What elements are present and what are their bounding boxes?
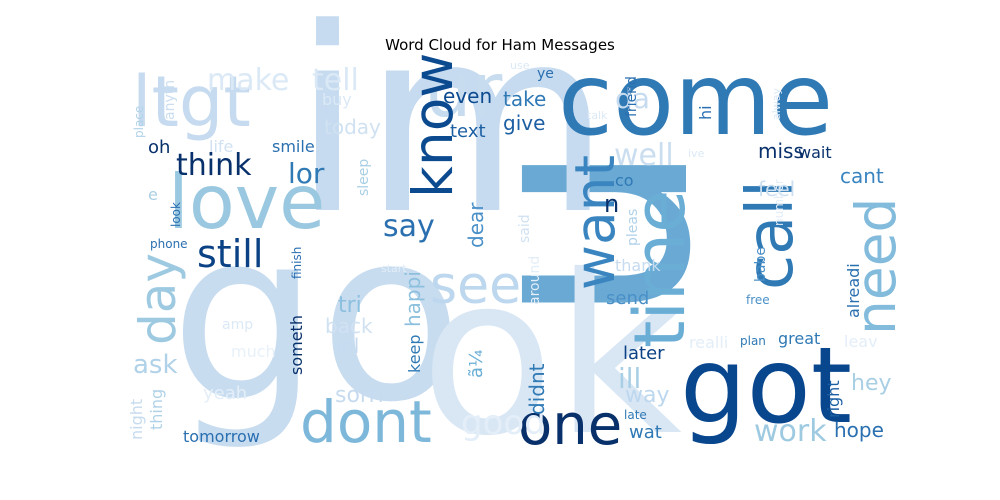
- word-8: ur: [424, 46, 503, 134]
- word-39: miss: [758, 139, 804, 163]
- word-57: keep: [405, 334, 424, 373]
- word-37: today: [324, 115, 381, 139]
- word-76: talk: [587, 109, 608, 122]
- word-14: one: [518, 393, 622, 458]
- word-42: hope: [834, 418, 884, 442]
- word-0: u: [408, 138, 757, 328]
- word-34: back: [325, 314, 373, 338]
- word-10: call: [734, 180, 808, 290]
- word-20: tell: [312, 63, 359, 98]
- word-79: number: [772, 179, 786, 226]
- word-33: tri: [338, 293, 362, 318]
- word-35: take: [503, 87, 546, 111]
- word-25: say: [383, 209, 435, 244]
- word-41: feel: [758, 177, 795, 201]
- word-30: hey: [851, 371, 892, 396]
- word-9: time: [619, 190, 701, 348]
- word-13: dont: [300, 388, 432, 456]
- word-69: right: [824, 380, 843, 418]
- word-23: work: [754, 414, 827, 449]
- word-54: thank: [615, 256, 661, 275]
- word-70: babe: [753, 247, 769, 282]
- word-44: text: [450, 121, 486, 142]
- word-91: e: [148, 185, 158, 204]
- chart-title: Word Cloud for Ham Messages: [385, 36, 615, 54]
- word-15: need: [844, 198, 908, 335]
- word-6: love: [168, 158, 325, 246]
- word-78: ive: [688, 147, 705, 160]
- word-27: da: [615, 82, 650, 115]
- word-62: night: [127, 399, 146, 440]
- word-51: tomorrow: [183, 427, 260, 446]
- word-83: said: [517, 214, 533, 243]
- word-7: ltgt: [132, 61, 251, 143]
- word-36: give: [503, 111, 545, 135]
- word-71: pleas: [625, 209, 641, 246]
- word-84: around: [527, 256, 543, 305]
- word-52: wait: [798, 143, 832, 162]
- word-32: way: [625, 383, 670, 408]
- word-2: im: [292, 0, 611, 271]
- word-4: come: [558, 41, 833, 158]
- word-19: make: [207, 63, 289, 98]
- word-65: great: [778, 329, 820, 348]
- word-85: sleep: [356, 159, 372, 196]
- word-92: place: [132, 106, 146, 138]
- word-66: leav: [844, 332, 878, 351]
- word-29: ask: [133, 350, 178, 380]
- word-46: send: [606, 288, 649, 309]
- word-38: even: [443, 84, 492, 108]
- word-87: start: [381, 262, 407, 275]
- word-93: anyth: [162, 80, 178, 120]
- word-12: want: [563, 155, 627, 290]
- word-55: dear: [464, 202, 488, 248]
- word-56: didnt: [525, 363, 549, 415]
- word-24: well: [614, 138, 674, 173]
- word-73: n: [604, 190, 619, 218]
- word-16: day: [129, 253, 187, 345]
- word-68: alreadi: [844, 263, 863, 318]
- word-63: yeah: [203, 383, 247, 404]
- word-86: finish: [290, 247, 304, 279]
- word-26: lor: [288, 157, 325, 190]
- word-43: lol: [336, 334, 359, 358]
- word-90: look: [169, 202, 183, 227]
- word-60: someth: [287, 315, 306, 375]
- word-58: happi: [401, 271, 425, 327]
- word-18: still: [197, 232, 263, 276]
- word-64: much: [231, 342, 276, 361]
- word-48: life: [209, 137, 233, 156]
- word-45: later: [623, 343, 665, 364]
- word-28: ill: [618, 362, 641, 395]
- word-17: see: [430, 256, 521, 316]
- word-89: phone: [150, 237, 188, 251]
- word-5: got: [680, 325, 852, 447]
- word-72: co: [615, 171, 634, 190]
- word-94: use: [510, 59, 530, 72]
- word-3: ok: [420, 228, 682, 484]
- word-88: amp: [222, 317, 253, 333]
- word-59: ã¼: [466, 350, 487, 378]
- word-40: cant: [840, 164, 884, 188]
- word-95: ye: [537, 66, 554, 82]
- word-67: realli: [689, 333, 728, 352]
- word-21: think: [176, 148, 252, 183]
- word-50: buy: [322, 90, 352, 109]
- word-31: sorri: [335, 383, 384, 408]
- word-49: oh: [148, 137, 170, 158]
- word-61: thing: [147, 389, 166, 430]
- word-47: smile: [272, 137, 315, 156]
- word-22: good: [461, 403, 546, 443]
- word-80: free: [746, 293, 770, 307]
- word-53: wat: [629, 422, 662, 443]
- word-75: friend: [624, 76, 640, 117]
- word-74: hi: [696, 105, 715, 120]
- word-11: know: [401, 53, 465, 198]
- word-81: plan: [740, 334, 766, 348]
- word-82: late: [624, 408, 647, 422]
- word-1: go: [170, 181, 463, 454]
- word-77: alway: [770, 87, 783, 120]
